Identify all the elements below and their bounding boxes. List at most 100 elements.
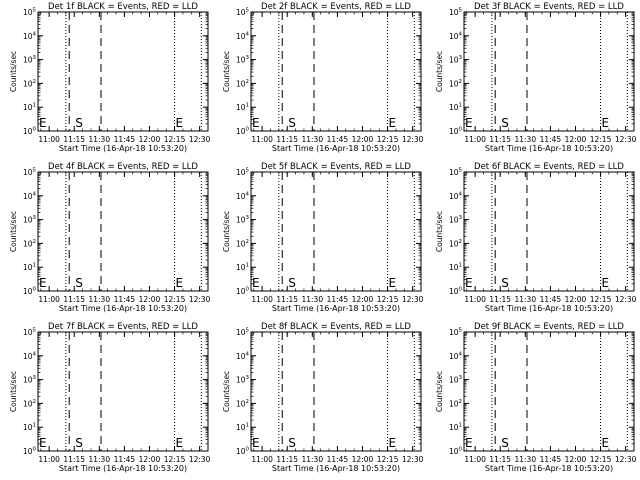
start-marker: S [75, 436, 83, 450]
x-axis-label: Start Time (16-Apr-18 10:53:20) [59, 304, 187, 313]
y-tick-label: 104 [449, 31, 463, 41]
x-tick-label: 11:00 [251, 135, 273, 144]
y-tick-label: 104 [23, 351, 37, 361]
y-axis-label: Counts/sec [435, 371, 444, 412]
y-tick-label: 100 [236, 287, 250, 297]
detector-panel-8: Det 8f BLACK = Events, RED = LLD 100 101 10… [222, 322, 424, 473]
y-tick-label: 103 [23, 375, 37, 385]
x-tick-label: 11:45 [540, 135, 562, 144]
x-tick-label: 11:45 [327, 295, 349, 304]
y-tick-label: 101 [23, 103, 36, 113]
y-tick-label: 105 [449, 8, 463, 18]
y-tick-label: 102 [236, 399, 249, 409]
x-axis-label: Start Time (16-Apr-18 10:53:20) [485, 144, 613, 153]
x-tick-label: 11:15 [63, 295, 85, 304]
x-tick-label: 12:30 [189, 135, 211, 144]
plot-frame [37, 331, 209, 452]
end-marker: E [176, 436, 184, 450]
x-tick-label: 11:00 [38, 455, 60, 464]
y-axis-label: Counts/sec [222, 371, 231, 412]
y-tick-label: 102 [23, 239, 36, 249]
plot-frame [463, 331, 635, 452]
start-marker: S [288, 436, 296, 450]
x-tick-label: 12:15 [590, 295, 612, 304]
detector-panel-5: Det 5f BLACK = Events, RED = LLD 100 101 10… [222, 162, 424, 313]
y-tick-label: 105 [236, 168, 250, 178]
panel-title: Det 6f BLACK = Events, RED = LLD [474, 162, 624, 172]
end-marker: E [39, 276, 47, 290]
x-tick-label: 12:00 [139, 135, 161, 144]
y-axis-label: Counts/sec [435, 51, 444, 92]
end-marker: E [39, 116, 47, 130]
y-tick-label: 102 [23, 79, 36, 89]
y-tick-label: 101 [449, 103, 462, 113]
x-tick-label: 11:15 [489, 295, 511, 304]
x-tick-label: 12:30 [615, 455, 637, 464]
y-tick-label: 103 [23, 55, 37, 65]
x-tick-label: 12:15 [164, 455, 186, 464]
x-tick-label: 12:30 [402, 135, 424, 144]
y-tick-label: 102 [449, 79, 462, 89]
x-tick-label: 12:15 [164, 295, 186, 304]
x-axis-label: Start Time (16-Apr-18 10:53:20) [272, 304, 400, 313]
x-tick-label: 12:30 [402, 295, 424, 304]
y-tick-label: 102 [23, 399, 36, 409]
start-marker: S [288, 276, 296, 290]
end-marker: E [252, 116, 260, 130]
end-marker: E [389, 276, 397, 290]
x-tick-label: 12:30 [615, 295, 637, 304]
plot-frame [37, 11, 209, 132]
y-tick-label: 100 [449, 447, 463, 457]
x-tick-label: 12:00 [139, 295, 161, 304]
y-tick-label: 100 [449, 287, 463, 297]
x-tick-label: 12:30 [615, 135, 637, 144]
x-tick-label: 12:00 [565, 455, 587, 464]
x-tick-label: 11:00 [251, 455, 273, 464]
x-tick-label: 11:45 [114, 135, 136, 144]
end-marker: E [389, 436, 397, 450]
x-tick-label: 11:30 [88, 295, 110, 304]
y-tick-label: 105 [236, 8, 250, 18]
y-tick-label: 104 [23, 31, 37, 41]
x-tick-label: 11:00 [464, 135, 486, 144]
x-tick-label: 11:15 [489, 135, 511, 144]
x-tick-label: 11:00 [38, 295, 60, 304]
panel-title: Det 7f BLACK = Events, RED = LLD [48, 322, 198, 332]
x-tick-label: 12:30 [402, 455, 424, 464]
y-tick-label: 103 [23, 215, 37, 225]
y-axis-label: Counts/sec [9, 371, 18, 412]
detector-panel-1: Det 1f BLACK = Events, RED = LLD 100 101 10… [9, 2, 211, 153]
x-tick-label: 12:15 [590, 455, 612, 464]
x-tick-label: 11:45 [327, 455, 349, 464]
y-tick-label: 104 [23, 191, 37, 201]
x-tick-label: 11:30 [514, 135, 536, 144]
end-marker: E [602, 116, 610, 130]
x-axis-label: Start Time (16-Apr-18 10:53:20) [272, 144, 400, 153]
plot-frame [463, 171, 635, 292]
y-tick-label: 103 [449, 375, 463, 385]
x-tick-label: 11:45 [114, 295, 136, 304]
y-tick-label: 100 [449, 127, 463, 137]
detector-panel-2: Det 2f BLACK = Events, RED = LLD 100 101 10… [222, 2, 424, 153]
end-marker: E [252, 276, 260, 290]
y-tick-label: 104 [236, 31, 250, 41]
y-tick-label: 100 [236, 127, 250, 137]
panel-title: Det 9f BLACK = Events, RED = LLD [474, 322, 624, 332]
end-marker: E [602, 276, 610, 290]
y-axis-label: Counts/sec [222, 51, 231, 92]
x-tick-label: 11:30 [301, 455, 323, 464]
y-tick-label: 103 [236, 55, 250, 65]
x-tick-label: 11:00 [464, 295, 486, 304]
x-tick-label: 11:45 [540, 295, 562, 304]
y-tick-label: 105 [449, 168, 463, 178]
y-tick-label: 105 [236, 328, 250, 338]
x-tick-label: 11:00 [251, 295, 273, 304]
x-tick-label: 11:30 [301, 135, 323, 144]
y-tick-label: 100 [23, 447, 37, 457]
y-axis-label: Counts/sec [222, 211, 231, 252]
detector-panel-9: Det 9f BLACK = Events, RED = LLD 100 101 10… [435, 322, 637, 473]
end-marker: E [176, 276, 184, 290]
end-marker: E [602, 436, 610, 450]
plot-frame [250, 11, 422, 132]
